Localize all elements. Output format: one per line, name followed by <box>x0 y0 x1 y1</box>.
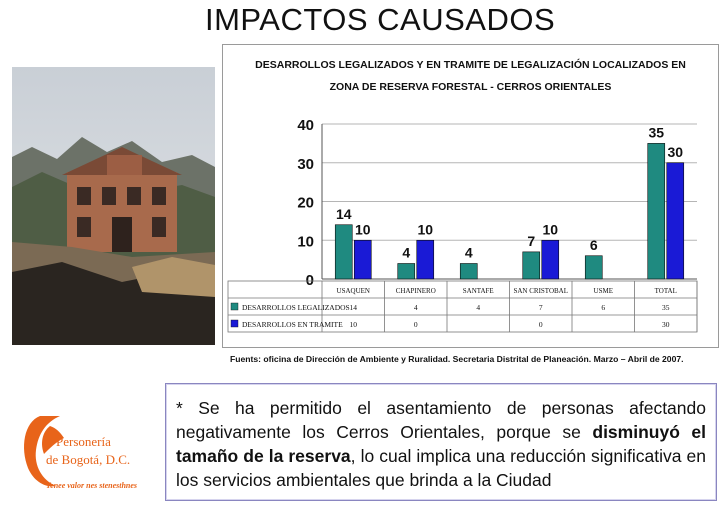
note-box: * Se ha permitido el asentamiento de per… <box>165 383 717 501</box>
data-label: 7 <box>527 233 535 249</box>
y-tick-label: 30 <box>297 156 314 173</box>
y-tick-label: 20 <box>297 195 314 212</box>
legend-label: DESARROLLOS LEGALIZADOS <box>242 303 350 312</box>
data-label: 14 <box>336 206 352 222</box>
chart-title-line2: ZONA DE RESERVA FORESTAL - CERROS ORIENT… <box>329 81 612 93</box>
category-label: SANTAFE <box>463 287 494 295</box>
y-tick-label: 10 <box>297 233 314 250</box>
y-tick-label: 0 <box>306 272 314 289</box>
construction-photo <box>12 67 215 345</box>
page-title: IMPACTOS CAUSADOS <box>205 2 556 37</box>
data-label: 6 <box>590 237 598 253</box>
table-value: 35 <box>662 303 670 312</box>
legend-swatch <box>230 319 239 328</box>
data-label: 4 <box>402 245 410 261</box>
legend-label: DESARROLLOS EN TRAMITE <box>242 320 343 329</box>
logo-slogan: Tenee valor nes stenesthnes <box>46 481 137 490</box>
source-note: Fuents: oficina de Dirección de Ambiente… <box>230 354 684 364</box>
y-tick-label: 40 <box>297 117 314 134</box>
bar <box>334 224 353 280</box>
bar <box>459 263 478 280</box>
note-text: * Se ha permitido el asentamiento de per… <box>176 396 706 492</box>
legend-swatch <box>230 302 239 311</box>
chart-panel: DESARROLLOS LEGALIZADOS Y EN TRAMITE DE … <box>222 44 719 348</box>
table-value: 4 <box>414 303 418 312</box>
bar <box>584 255 603 280</box>
table-value: 6 <box>601 303 605 312</box>
personeria-logo: Personería de Bogotá, D.C. Tenee valor n… <box>20 408 160 498</box>
data-label: 35 <box>648 124 664 140</box>
table-value: 0 <box>414 320 418 329</box>
bar <box>541 239 560 280</box>
bar <box>666 162 685 280</box>
table-value: 4 <box>476 303 480 312</box>
bar <box>353 239 372 280</box>
asterisk: * <box>176 398 183 418</box>
note-text-part1: Se ha permitido el asentamiento de perso… <box>176 398 706 442</box>
table-value: 14 <box>350 303 358 312</box>
chart-title-line1: DESARROLLOS LEGALIZADOS Y EN TRAMITE DE … <box>255 59 686 71</box>
table-value: 0 <box>539 320 543 329</box>
category-label: USAQUEN <box>337 287 370 295</box>
bar <box>416 239 435 280</box>
table-value: 7 <box>539 303 543 312</box>
bar <box>647 143 666 280</box>
logo-line1: Personería <box>56 434 111 449</box>
category-label: SAN CRISTOBAL <box>513 287 568 295</box>
category-label: USME <box>594 287 613 295</box>
category-label: TOTAL <box>655 287 677 295</box>
bar <box>397 263 416 280</box>
table-value: 10 <box>350 320 358 329</box>
table-value: 30 <box>662 320 670 329</box>
data-label: 10 <box>355 221 371 237</box>
data-label: 4 <box>465 245 473 261</box>
bar <box>522 251 541 280</box>
note-text-part2: , lo cual implica una reducción signific… <box>176 446 707 490</box>
logo-line2: de Bogotá, D.C. <box>46 452 130 467</box>
data-label: 30 <box>667 144 683 160</box>
note-bold: disminuyó el tamaño de la reserva <box>176 422 706 466</box>
data-label: 10 <box>417 221 433 237</box>
category-label: CHAPINERO <box>396 287 436 295</box>
data-label: 10 <box>542 221 558 237</box>
